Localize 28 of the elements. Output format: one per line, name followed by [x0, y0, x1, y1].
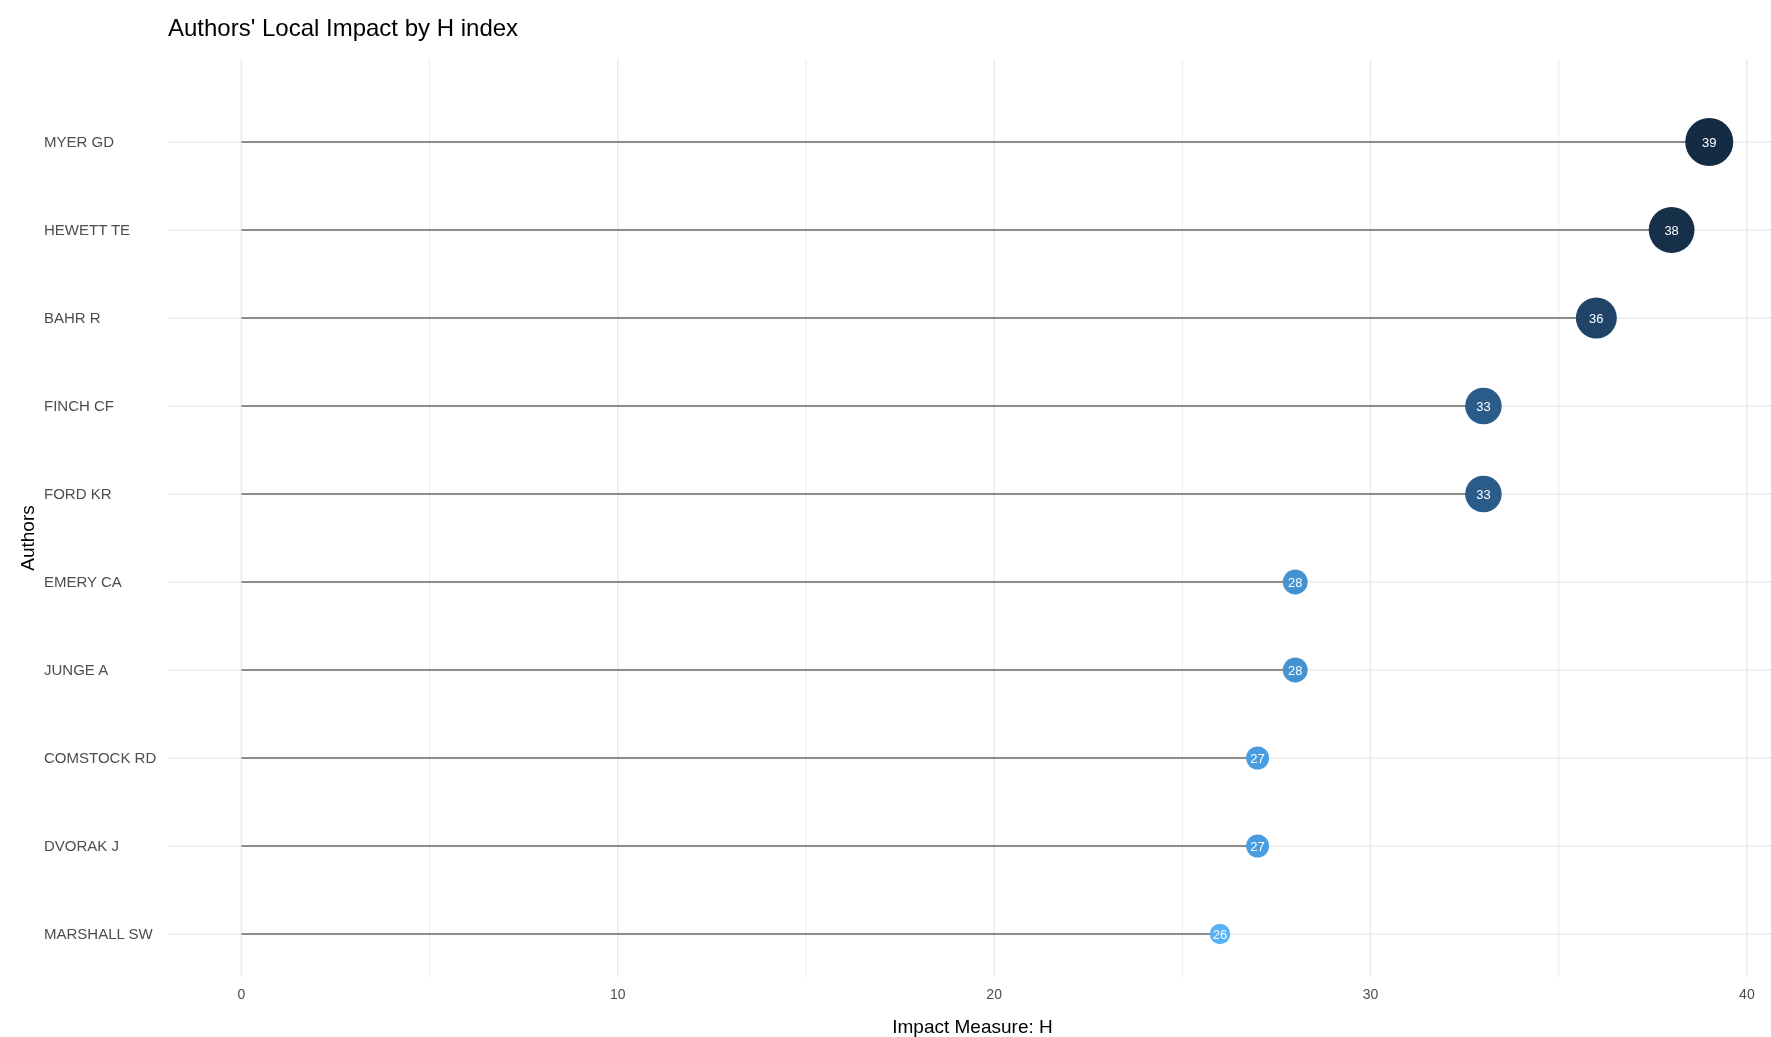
- y-tick-label: DVORAK J: [44, 837, 120, 855]
- data-label: 33: [1476, 398, 1491, 414]
- data-label: 33: [1476, 486, 1491, 502]
- x-tick-label: 10: [609, 986, 626, 1002]
- y-tick-label: FORD KR: [44, 485, 112, 503]
- x-axis-title: Impact Measure: H: [892, 1016, 1053, 1037]
- y-tick-label: FINCH CF: [44, 397, 114, 415]
- y-tick-label: MARSHALL SW: [44, 925, 154, 943]
- data-label: 28: [1288, 662, 1303, 678]
- data-label: 27: [1250, 838, 1265, 854]
- data-label: 28: [1288, 574, 1303, 590]
- data-label: 36: [1589, 310, 1604, 326]
- x-tick-label: 20: [986, 986, 1003, 1002]
- y-tick-label: HEWETT TE: [44, 221, 131, 239]
- y-tick-label: COMSTOCK RD: [44, 749, 157, 767]
- y-tick-label: JUNGE A: [44, 661, 109, 679]
- y-tick-label: EMERY CA: [44, 573, 122, 591]
- data-label: 26: [1212, 926, 1228, 942]
- y-axis-title: Authors: [17, 505, 38, 571]
- data-label: 38: [1664, 222, 1679, 238]
- y-tick-label: BAHR R: [44, 309, 101, 327]
- x-tick-label: 30: [1362, 986, 1379, 1002]
- data-label: 39: [1702, 134, 1717, 150]
- y-tick-label: MYER GD: [44, 133, 115, 151]
- x-tick-label: 40: [1739, 986, 1755, 1002]
- chart-title: Authors' Local Impact by H index: [168, 14, 519, 41]
- x-tick-label: 0: [237, 986, 246, 1002]
- data-label: 27: [1250, 750, 1265, 766]
